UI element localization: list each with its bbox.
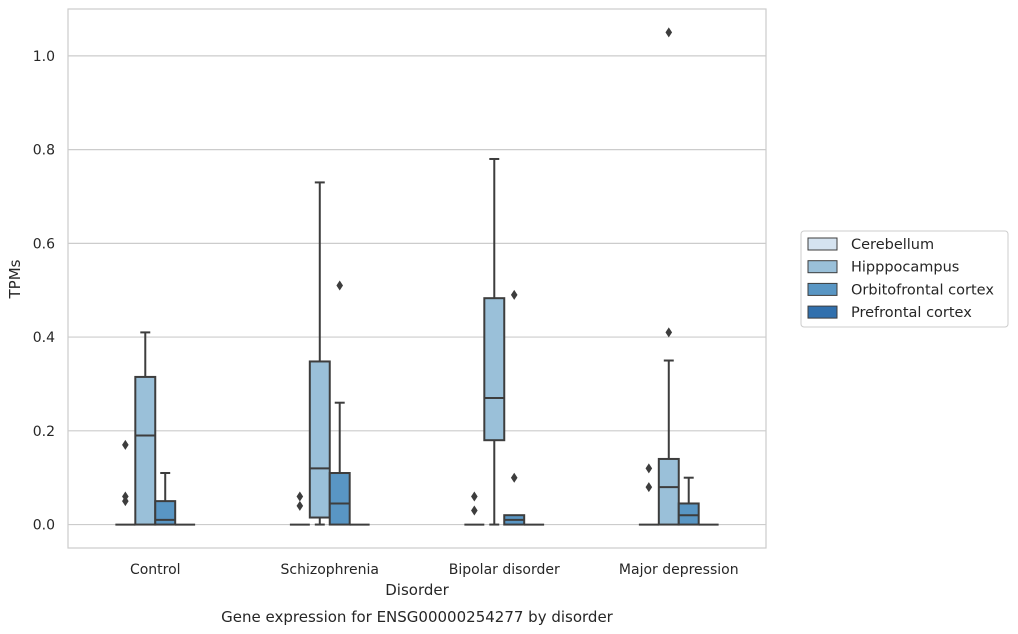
box-hipppocampus (308, 181, 331, 526)
legend-frame (800, 230, 1009, 328)
outlier-point (122, 491, 129, 502)
box-orbitofrontal-cortex (503, 289, 526, 526)
box-orbitofrontal-cortex (677, 476, 700, 526)
legend-swatch (807, 282, 838, 296)
outlier-point (510, 289, 518, 300)
y-axis-label: TPMs (6, 259, 24, 299)
legend-label: Cerebellum (851, 237, 934, 253)
legend-swatch (807, 305, 838, 319)
legend-swatch (807, 237, 838, 251)
gridlines (68, 55, 766, 526)
y-tick-label: 0.4 (33, 330, 55, 346)
x-axis-label: Disorder (385, 581, 449, 599)
y-tick-label: 0.2 (33, 424, 55, 440)
box-hipppocampus (134, 331, 157, 526)
legend-label: Hipppocampus (851, 260, 959, 276)
y-tick-label: 0.6 (33, 236, 55, 252)
plot-frame (67, 8, 767, 549)
chart-caption: Gene expression for ENSG00000254277 by d… (221, 608, 614, 626)
box-iqr (134, 375, 157, 526)
outlier-point (645, 463, 653, 474)
outlier-point (471, 505, 478, 516)
outlier-point (510, 472, 518, 483)
box-cerebellum (464, 491, 485, 526)
legend-swatch (807, 260, 838, 274)
x-tick-label: Bipolar disorder (449, 562, 560, 578)
box-iqr (308, 360, 331, 519)
box-iqr (483, 297, 506, 442)
box-iqr (657, 457, 680, 526)
y-tick-label: 1.0 (33, 49, 55, 65)
box-orbitofrontal-cortex (154, 472, 177, 526)
outlier-point (645, 482, 653, 493)
outlier-point (296, 500, 304, 511)
legend: Cerebellum Hipppocampus Orbitofrontal cort… (800, 230, 1009, 328)
x-tick-label: Major depression (619, 562, 739, 578)
outlier-point (122, 439, 129, 450)
box-iqr (154, 500, 177, 526)
x-tick-labels: Control Schizophrenia Bipolar disorder Majo… (130, 562, 739, 578)
x-tick-label: Schizophrenia (281, 562, 379, 578)
box-orbitofrontal-cortex (328, 280, 351, 526)
box-iqr (328, 472, 351, 526)
y-tick-labels: 0.0 0.2 0.4 0.6 0.8 1.0 (33, 49, 55, 534)
legend-label: Orbitofrontal cortex (851, 282, 994, 298)
y-tick-label: 0.0 (33, 518, 55, 534)
box-hipppocampus (483, 157, 506, 526)
box-cerebellum (638, 463, 659, 526)
outlier-point (336, 280, 344, 291)
outlier-point (296, 491, 304, 502)
outlier-point (665, 27, 673, 38)
outlier-point (665, 327, 673, 338)
box-iqr (677, 502, 700, 526)
x-tick-label: Control (130, 562, 181, 578)
box-cerebellum (115, 439, 136, 526)
legend-label: Prefrontal cortex (851, 305, 972, 321)
box-layer (115, 27, 719, 526)
box-hipppocampus (657, 27, 680, 526)
legend-items: Cerebellum Hipppocampus Orbitofrontal cort… (807, 237, 994, 321)
y-tick-label: 0.8 (33, 143, 55, 159)
box-cerebellum (289, 491, 310, 526)
outlier-point (471, 491, 478, 502)
